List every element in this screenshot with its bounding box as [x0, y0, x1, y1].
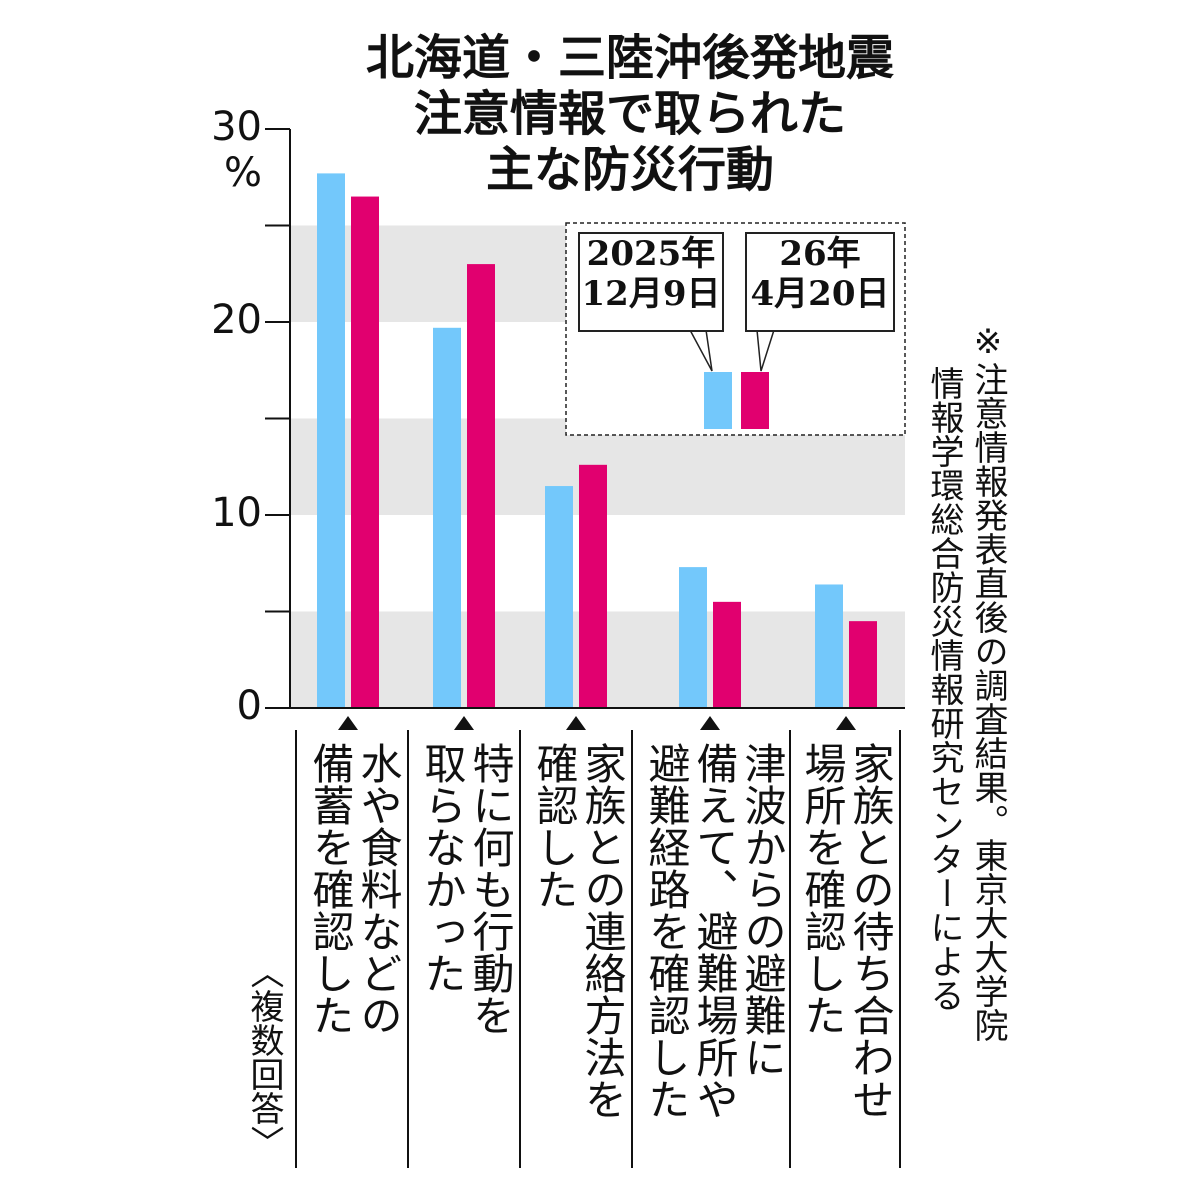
category-marker-icon — [700, 716, 720, 730]
label-line: 確認した — [530, 742, 579, 910]
label-line: 水や食料などの — [354, 742, 403, 1036]
legend-text: 12月9日 — [581, 274, 721, 314]
multiple-answer-note: 〈複数回答〉 — [244, 955, 284, 1159]
category-label: 家族との連絡方法を 確認した — [530, 742, 627, 1120]
source-note: ※注意情報発表直後の調査結果。東京大大学院 情報学環総合防災情報研究センターによ… — [922, 322, 1010, 1042]
label-line: 家族との待ち合わせ — [846, 742, 895, 1120]
bar-2026 — [713, 601, 741, 708]
y-tick-label: 0 — [236, 683, 262, 729]
label-line: 特に何も行動を — [466, 742, 515, 1036]
y-axis-unit: % — [223, 150, 262, 196]
chart-title: 北海道・三陸沖後発地震 注意情報で取られた 主な防災行動 — [280, 30, 980, 198]
bar-2025 — [433, 327, 461, 708]
bar-2025 — [317, 173, 345, 708]
y-tick-label: 20 — [211, 297, 262, 343]
note-mark: ※ — [968, 322, 1008, 362]
bar-2025 — [679, 567, 707, 708]
legend-label-2026: 26年 4月20日 — [745, 232, 895, 332]
title-line: 主な防災行動 — [485, 142, 774, 198]
bar-2026 — [849, 621, 877, 708]
legend-swatch-2026 — [741, 372, 769, 429]
label-line: 家族との連絡方法を — [578, 742, 627, 1120]
note-line: 情報学環総合防災情報研究センターによる — [924, 366, 964, 1012]
y-tick-label: 30 — [211, 104, 262, 150]
bar-2025 — [545, 486, 573, 708]
bar-2025 — [815, 584, 843, 708]
legend-swatch-2025 — [704, 372, 732, 429]
legend-pointer — [689, 329, 713, 372]
label-line: 津波からの避難に — [738, 742, 787, 1078]
category-marker-icon — [454, 716, 474, 730]
note-text: 注意情報発表直後の調査結果。東京大大学院 — [968, 362, 1008, 1042]
legend-text: 4月20日 — [750, 274, 890, 314]
category-label: 特に何も行動を 取らなかった — [418, 742, 515, 1036]
bar-2026 — [467, 264, 495, 708]
y-tick-label: 10 — [211, 490, 262, 536]
legend-text: 2025年 — [586, 234, 716, 274]
category-marker-icon — [338, 716, 358, 730]
label-line: 避難経路を確認した — [642, 742, 691, 1120]
legend-text: 26年 — [779, 234, 861, 274]
label-line: 場所を確認した — [798, 742, 847, 1036]
label-line: 取らなかった — [418, 742, 467, 994]
legend-pointer — [756, 329, 775, 372]
category-marker-icon — [566, 716, 586, 730]
category-label: 津波からの避難に 備えて、避難場所や 避難経路を確認した — [642, 742, 787, 1120]
label-line: 備蓄を確認した — [306, 742, 355, 1036]
title-line: 北海道・三陸沖後発地震 — [365, 30, 894, 86]
bar-2026 — [579, 464, 607, 708]
bar-2026 — [351, 196, 379, 709]
title-line: 注意情報で取られた — [413, 86, 846, 142]
category-marker-icon — [836, 716, 856, 730]
category-label: 水や食料などの 備蓄を確認した — [306, 742, 403, 1036]
legend-label-2025: 2025年 12月9日 — [578, 232, 724, 332]
label-line: 備えて、避難場所や — [690, 742, 739, 1120]
note-line: ※注意情報発表直後の調査結果。東京大大学院 — [966, 322, 1010, 1042]
category-label: 家族との待ち合わせ 場所を確認した — [798, 742, 895, 1120]
